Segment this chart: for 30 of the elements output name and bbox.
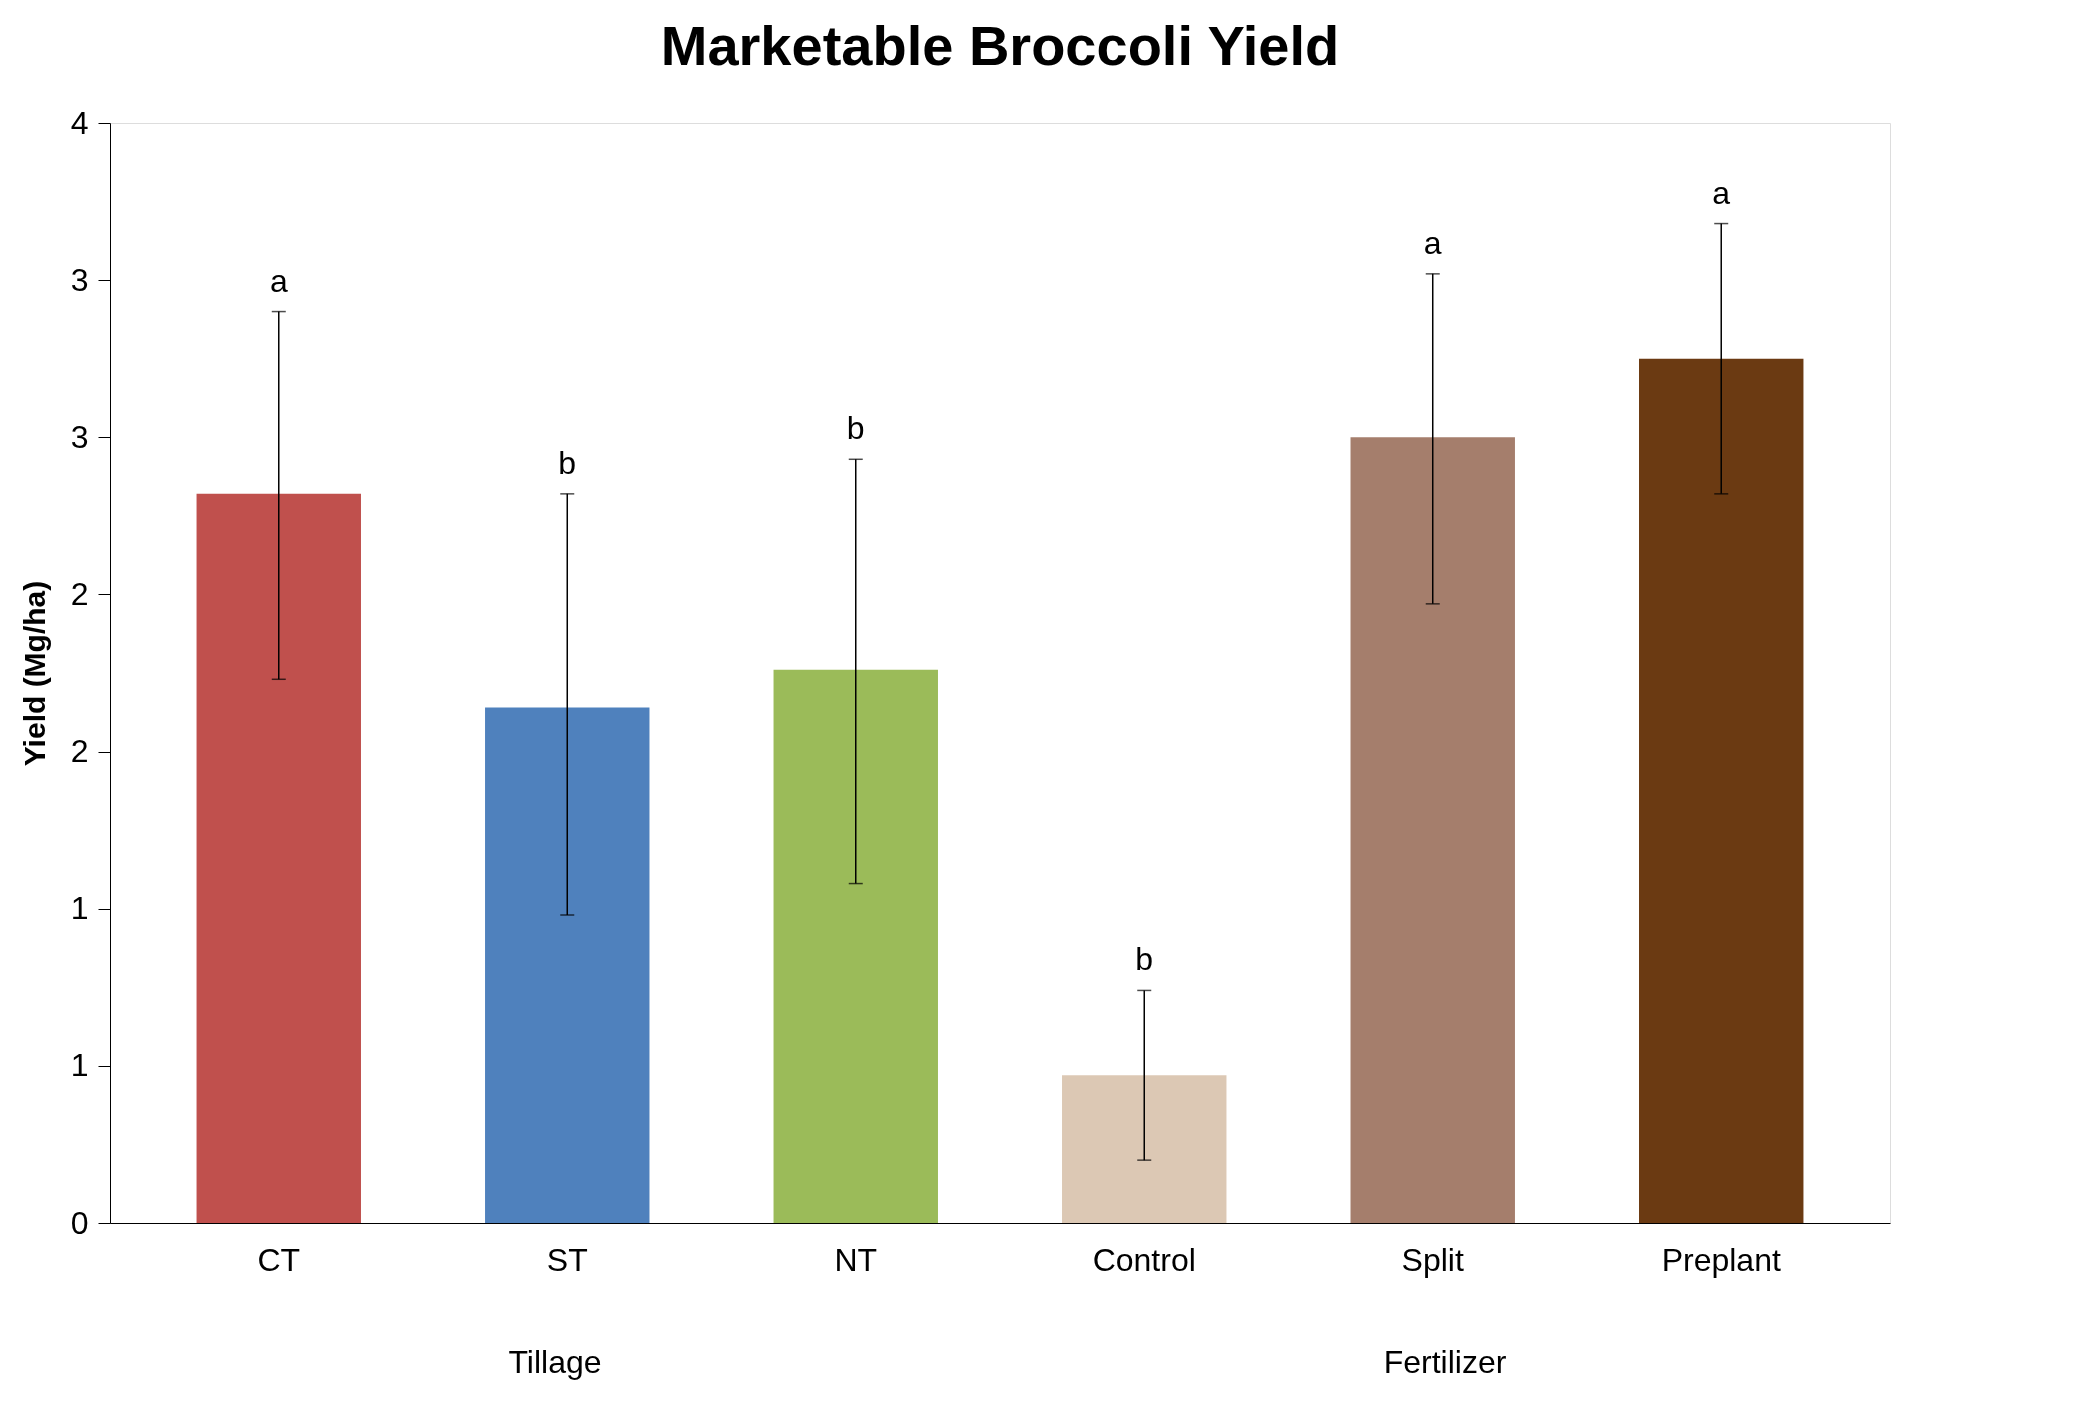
bar xyxy=(1350,437,1515,1223)
y-tick-label: 0 xyxy=(70,1204,89,1241)
y-tick-label: 4 xyxy=(70,104,89,141)
y-tick-label: 3 xyxy=(70,261,89,298)
y-tick-label: 1 xyxy=(70,890,89,927)
y-tick-label: 2 xyxy=(70,733,89,770)
x-tick-label: Preplant xyxy=(1661,1241,1781,1278)
annotation: b xyxy=(846,410,865,447)
annotation: a xyxy=(269,262,288,299)
x-tick-label: Control xyxy=(1092,1241,1196,1278)
annotation: b xyxy=(1135,941,1154,978)
annotation: a xyxy=(1423,224,1442,261)
chart-title: Marketable Broccoli Yield xyxy=(660,14,1340,77)
x-tick-label: Split xyxy=(1401,1241,1464,1278)
bar xyxy=(196,493,361,1223)
bar xyxy=(1639,358,1804,1223)
bar xyxy=(1062,1075,1227,1223)
text: Tillage xyxy=(508,1344,602,1380)
x-tick-label: NT xyxy=(834,1241,878,1278)
y-axis-title: Yield (Mg/ha) xyxy=(17,580,51,767)
annotation: a xyxy=(1712,174,1731,211)
bar xyxy=(773,669,938,1223)
y-tick-label: 3 xyxy=(70,418,89,455)
y-tick-label: 1 xyxy=(70,1047,89,1084)
text: Fertilizer xyxy=(1383,1344,1507,1380)
bar xyxy=(485,707,650,1223)
x-tick-label: CT xyxy=(257,1241,301,1278)
x-tick-label: ST xyxy=(546,1241,588,1278)
annotation: b xyxy=(558,444,577,481)
y-tick-label: 2 xyxy=(70,575,89,612)
